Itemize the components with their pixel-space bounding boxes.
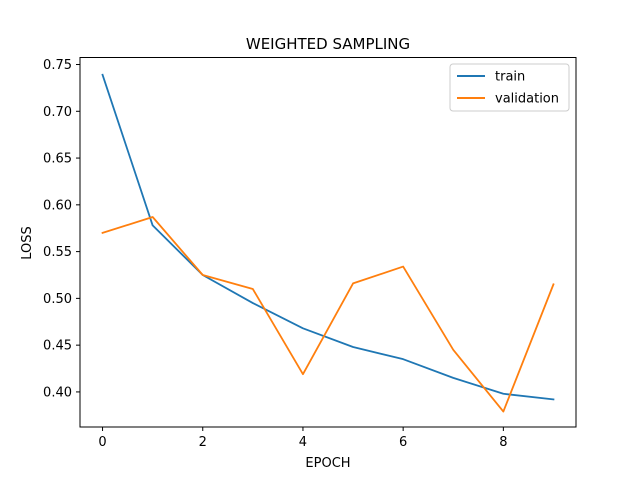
y-tick-label: 0.60 xyxy=(43,198,72,213)
chart-title: WEIGHTED SAMPLING xyxy=(246,35,410,53)
x-tick-label: 8 xyxy=(499,435,507,450)
x-tick-label: 4 xyxy=(299,435,307,450)
y-axis-title: LOSS xyxy=(20,226,35,260)
y-tick-label: 0.55 xyxy=(43,245,72,260)
y-tick-label: 0.75 xyxy=(43,58,72,73)
y-tick-label: 0.45 xyxy=(43,339,72,354)
x-axis-ticks: 0 2 4 6 8 xyxy=(98,427,507,450)
series-line-validation xyxy=(101,216,555,413)
x-axis-title: EPOCH xyxy=(305,456,350,471)
y-tick-label: 0.40 xyxy=(43,385,72,400)
legend-label-validation: validation xyxy=(495,92,559,107)
x-tick-label: 6 xyxy=(399,435,407,450)
plot-frame xyxy=(79,57,577,428)
x-tick-label: 0 xyxy=(98,435,106,450)
legend: train validation xyxy=(449,63,570,112)
y-axis-ticks: 0.40 0.45 0.50 0.55 0.60 0.65 0.70 0.75 xyxy=(43,58,80,400)
x-tick-label: 2 xyxy=(199,435,207,450)
y-tick-label: 0.65 xyxy=(43,152,72,167)
legend-label-train: train xyxy=(495,70,525,85)
series-line-train xyxy=(101,73,555,401)
plot-lines xyxy=(101,73,555,413)
y-tick-label: 0.50 xyxy=(43,292,72,307)
y-tick-label: 0.70 xyxy=(43,105,72,120)
